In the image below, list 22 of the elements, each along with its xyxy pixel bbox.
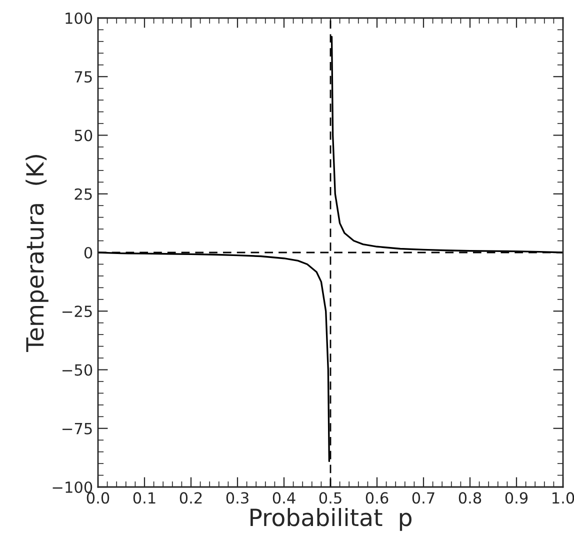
x-tick-label: 0.7 (412, 492, 434, 504)
x-tick-label: 0.5 (319, 492, 342, 504)
x-tick-label: 0.1 (133, 492, 156, 504)
y-tick-label: −25 (62, 306, 92, 318)
y-tick-label: 0 (84, 246, 92, 259)
y-axis-title: Temperatura (K) (26, 155, 48, 352)
x-tick-label: 0.0 (86, 492, 110, 504)
x-tick-label: 0.2 (180, 492, 202, 504)
x-tick-label: 0.4 (272, 492, 296, 504)
y-tick-label: −75 (62, 423, 92, 434)
x-tick-label: 0.9 (505, 492, 528, 504)
x-tick-label: 0.3 (226, 492, 248, 504)
y-tick-label: 75 (74, 71, 92, 83)
y-tick-label: 25 (74, 188, 92, 200)
x-tick-label: 0.8 (458, 492, 482, 504)
y-tick-label: 100 (66, 12, 92, 24)
x-axis-title: Probabilitat p (250, 508, 412, 531)
y-tick-label: 50 (74, 130, 92, 142)
y-tick-label: −50 (62, 364, 92, 376)
y-tick-label: −100 (52, 481, 92, 494)
x-tick-label: 0.6 (366, 492, 388, 504)
x-tick-label: 1.0 (552, 492, 574, 504)
